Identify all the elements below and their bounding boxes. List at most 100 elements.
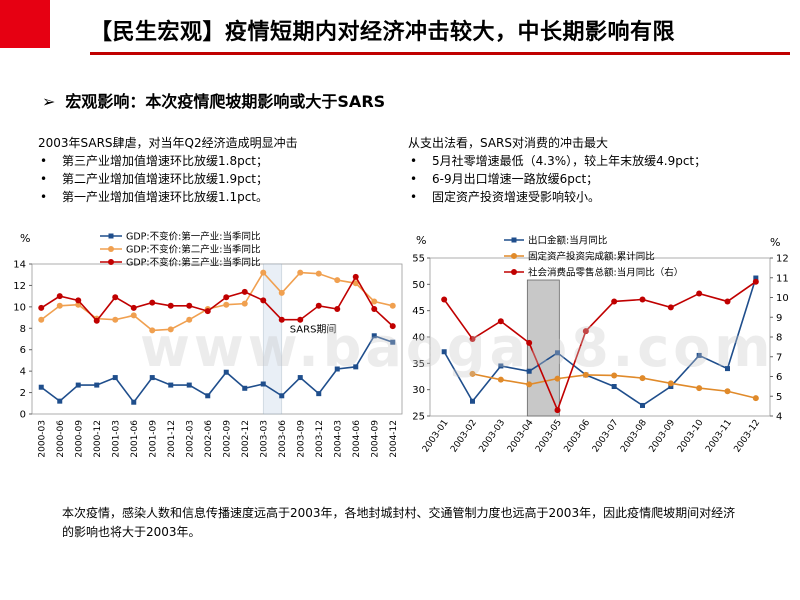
x-tick-label: 2002-03 xyxy=(185,420,195,458)
data-point xyxy=(75,382,81,388)
data-point xyxy=(441,349,447,355)
x-tick-label: 2001-03 xyxy=(111,420,121,458)
x-tick-label: 2004-09 xyxy=(370,420,380,458)
left-bullet: 第二产业增加值增速环比放缓1.9pct； xyxy=(38,170,398,188)
y-right-tick-label: 12 xyxy=(776,254,789,265)
data-point xyxy=(315,270,322,277)
data-point xyxy=(278,316,285,323)
left-text-block: 2003年SARS肆虐，对当年Q2经济造成明显冲击 第三产业增加值增速环比放缓1… xyxy=(38,134,398,206)
data-point xyxy=(260,381,266,387)
x-tick-label: 2004-12 xyxy=(389,420,399,458)
x-tick-label: 2003-09 xyxy=(296,420,306,458)
data-point xyxy=(554,375,561,382)
data-point xyxy=(186,382,192,388)
sars-highlight-band xyxy=(526,279,560,417)
y-left-tick-label: 35 xyxy=(412,359,425,370)
y-tick-label: 6 xyxy=(20,345,26,356)
x-tick-label: 2003-04 xyxy=(506,418,536,455)
x-tick-label: 2003-02 xyxy=(449,418,479,455)
x-tick-label: 2002-06 xyxy=(204,420,214,458)
series-line xyxy=(40,334,394,404)
data-point xyxy=(554,407,561,414)
data-point xyxy=(498,363,504,369)
data-point xyxy=(582,328,589,335)
data-point xyxy=(371,306,378,312)
data-point xyxy=(112,375,118,381)
data-point xyxy=(56,302,63,309)
x-tick-label: 2002-12 xyxy=(241,420,251,458)
data-point xyxy=(279,393,285,399)
data-point xyxy=(352,273,359,280)
footer-note: 本次疫情，感染人数和信息传播速度远高于2003年，各地封城封村、交通管制力度也远… xyxy=(62,506,736,539)
data-point xyxy=(260,269,267,276)
left-bullet: 第三产业增加值增速环比放缓1.8pct； xyxy=(38,152,398,170)
data-point xyxy=(526,381,533,388)
watermark: www.baogao8.com xyxy=(140,316,775,379)
data-point xyxy=(205,393,211,399)
legend-marker xyxy=(511,269,517,275)
y-unit-label: % xyxy=(20,232,30,245)
legend-marker xyxy=(108,233,114,239)
section-heading-text: 宏观影响：本次疫情爬坡期影响或大于SARS xyxy=(65,92,386,111)
right-text-block: 从支出法看，SARS对消费的冲击最大 5月社零增速最低（4.3%），较上年末放缓… xyxy=(408,134,788,206)
legend-marker xyxy=(108,259,114,265)
y-tick-label: 14 xyxy=(13,260,26,271)
data-point xyxy=(56,293,63,300)
data-point xyxy=(497,318,504,325)
data-point xyxy=(186,302,193,309)
y-left-tick-label: 45 xyxy=(412,306,425,317)
x-tick-label: 2003-10 xyxy=(676,418,706,455)
x-tick-label: 2003-01 xyxy=(421,418,451,455)
x-tick-label: 2003-07 xyxy=(591,418,621,455)
legend-label: 出口金额:当月同比 xyxy=(528,235,607,247)
data-point xyxy=(611,372,618,379)
data-point xyxy=(334,306,341,312)
y-tick-label: 2 xyxy=(20,388,26,399)
x-tick-label: 2003-03 xyxy=(478,418,508,455)
data-point xyxy=(526,339,533,346)
data-point xyxy=(316,391,322,397)
legend-label: GDP:不变价:第三产业:当季同比 xyxy=(126,257,261,269)
data-point xyxy=(168,382,174,388)
data-point xyxy=(639,296,646,303)
data-point xyxy=(469,370,476,377)
sars-annotation: SARS期间 xyxy=(290,323,337,336)
x-tick-label: 2003-05 xyxy=(534,418,564,455)
y-right-tick-label: 8 xyxy=(776,333,782,344)
y-right-tick-label: 7 xyxy=(776,352,782,363)
arrow-bullet-icon: ➢ xyxy=(42,92,56,111)
legend-marker xyxy=(108,246,114,252)
data-point xyxy=(696,352,702,358)
data-point xyxy=(297,316,304,323)
y-tick-label: 4 xyxy=(20,367,26,378)
data-point xyxy=(371,298,378,305)
y-right-tick-label: 5 xyxy=(776,392,782,403)
data-point xyxy=(389,323,396,330)
data-point xyxy=(242,385,248,391)
data-point xyxy=(38,304,45,311)
data-point xyxy=(75,297,82,304)
data-point xyxy=(260,297,267,304)
x-tick-label: 2003-12 xyxy=(315,420,325,458)
data-point xyxy=(470,398,475,404)
x-tick-label: 2003-06 xyxy=(278,420,288,458)
x-tick-label: 2000-12 xyxy=(93,420,103,458)
consumption-export-chart: % %253035404550554567891011122003-012003-… xyxy=(412,234,789,455)
data-point xyxy=(94,382,100,388)
x-tick-label: 2001-09 xyxy=(148,420,158,458)
x-tick-label: 2002-09 xyxy=(222,420,232,458)
data-point xyxy=(278,289,285,296)
gdp-industry-chart: % SARS期间 0 2 4 6 8 10 12 14 2000-03 2000-06 2000-09 2… xyxy=(13,231,403,458)
data-point xyxy=(130,312,137,319)
data-point xyxy=(131,399,137,405)
data-point xyxy=(204,308,211,315)
data-point xyxy=(241,300,248,307)
y-left-tick-label: 55 xyxy=(412,254,425,265)
x-tick-label: 2003-03 xyxy=(259,420,269,458)
data-point xyxy=(241,288,248,295)
data-point xyxy=(353,364,359,370)
data-point xyxy=(724,388,731,395)
data-point xyxy=(186,316,193,323)
y-tick-label: 8 xyxy=(20,324,26,335)
data-point xyxy=(724,298,731,305)
